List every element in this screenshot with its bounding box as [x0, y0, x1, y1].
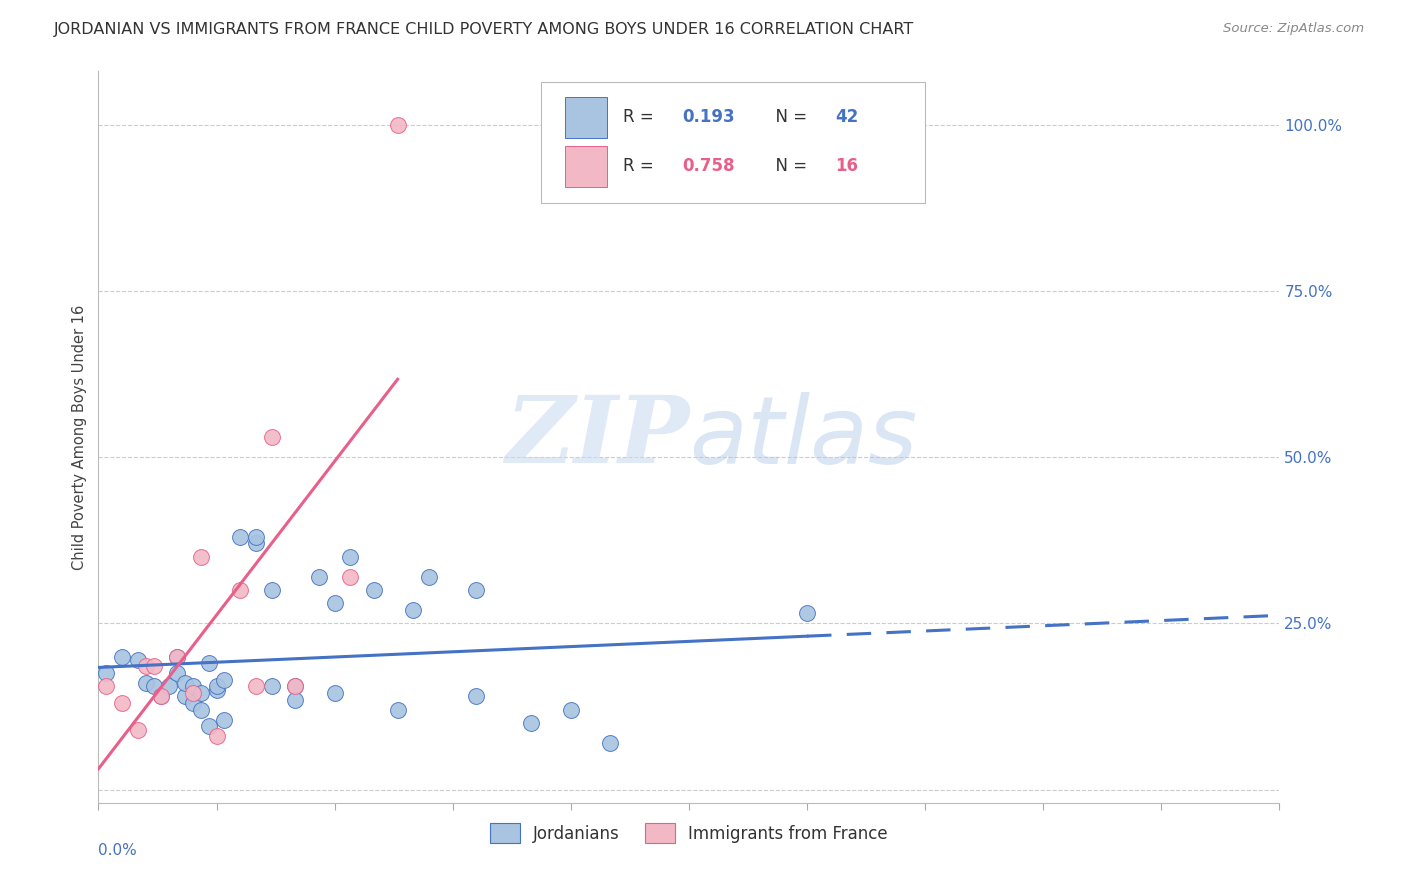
Text: 0.0%: 0.0% — [98, 843, 138, 858]
Point — [205, 729, 228, 743]
Point — [339, 570, 361, 584]
Point — [181, 686, 204, 700]
Point — [166, 649, 188, 664]
Point — [599, 736, 621, 750]
Point — [387, 703, 409, 717]
Point — [181, 680, 204, 694]
Point — [205, 682, 228, 697]
Point — [229, 530, 252, 544]
Text: JORDANIAN VS IMMIGRANTS FROM FRANCE CHILD POVERTY AMONG BOYS UNDER 16 CORRELATIO: JORDANIAN VS IMMIGRANTS FROM FRANCE CHIL… — [53, 22, 914, 37]
Y-axis label: Child Poverty Among Boys Under 16: Child Poverty Among Boys Under 16 — [72, 304, 87, 570]
FancyBboxPatch shape — [565, 97, 607, 138]
Point — [245, 536, 267, 550]
Point — [465, 582, 488, 597]
Point — [135, 659, 157, 673]
Point — [363, 582, 385, 597]
Point — [127, 653, 149, 667]
Text: R =: R = — [623, 158, 659, 176]
Point — [96, 666, 118, 681]
Text: N =: N = — [765, 109, 811, 127]
Point — [260, 582, 283, 597]
Point — [190, 686, 212, 700]
Point — [142, 659, 165, 673]
Point — [127, 723, 149, 737]
Point — [418, 570, 440, 584]
Point — [190, 703, 212, 717]
Point — [96, 680, 118, 694]
Point — [245, 680, 267, 694]
Text: ZIP: ZIP — [505, 392, 689, 482]
Point — [245, 530, 267, 544]
Point — [323, 686, 346, 700]
Point — [181, 696, 204, 710]
Text: 16: 16 — [835, 158, 859, 176]
Point — [339, 549, 361, 564]
Point — [520, 716, 543, 731]
Text: 0.758: 0.758 — [682, 158, 734, 176]
Point — [190, 549, 212, 564]
Legend: Jordanians, Immigrants from France: Jordanians, Immigrants from France — [484, 817, 894, 849]
FancyBboxPatch shape — [565, 146, 607, 187]
Point — [796, 607, 818, 621]
Point — [166, 666, 188, 681]
Point — [111, 696, 134, 710]
Point — [166, 649, 188, 664]
Point — [229, 582, 252, 597]
Text: atlas: atlas — [689, 392, 917, 483]
Point — [135, 676, 157, 690]
Text: Source: ZipAtlas.com: Source: ZipAtlas.com — [1223, 22, 1364, 36]
Point — [214, 713, 236, 727]
Point — [214, 673, 236, 687]
Point — [387, 118, 409, 132]
Point — [560, 703, 582, 717]
Text: 0.193: 0.193 — [682, 109, 734, 127]
Point — [150, 690, 173, 704]
Point — [197, 719, 219, 733]
Point — [402, 603, 425, 617]
Text: R =: R = — [623, 109, 659, 127]
Point — [174, 690, 197, 704]
Point — [465, 690, 488, 704]
FancyBboxPatch shape — [541, 82, 925, 203]
Point — [323, 596, 346, 610]
Text: 42: 42 — [835, 109, 859, 127]
Point — [284, 680, 307, 694]
Point — [284, 680, 307, 694]
Point — [174, 676, 197, 690]
Point — [197, 656, 219, 670]
Point — [260, 680, 283, 694]
Point — [150, 690, 173, 704]
Point — [308, 570, 330, 584]
Point — [142, 680, 165, 694]
Point — [284, 692, 307, 706]
Point — [205, 680, 228, 694]
Point — [111, 649, 134, 664]
Point — [157, 680, 180, 694]
Text: N =: N = — [765, 158, 811, 176]
Point — [260, 430, 283, 444]
